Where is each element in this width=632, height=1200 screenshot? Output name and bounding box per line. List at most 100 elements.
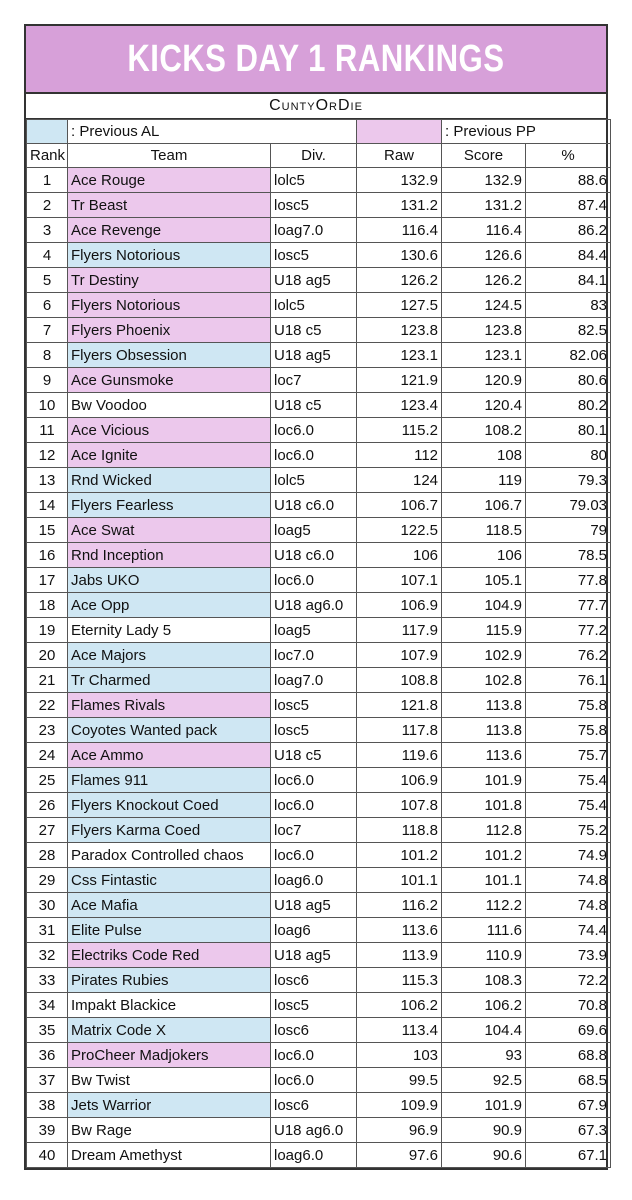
score-cell: 123.8 [441,317,527,343]
team-cell: Flames Rivals [67,692,271,718]
division-cell: loc6.0 [269,442,358,468]
table-row: 18 Ace Opp U18 ag6.0 106.9 104.9 77.7 [26,592,612,618]
rank-cell: 11 [26,417,68,443]
percent-cell: 68.5 [525,1067,612,1093]
table-row: 27 Flyers Karma Coed loc7 118.8 112.8 75.2 [26,817,612,843]
score-cell: 108 [441,442,527,468]
team-cell: Tr Beast [67,192,271,218]
division-cell: loc6.0 [269,1042,358,1068]
percent-cell: 87.4 [525,192,612,218]
raw-cell: 113.4 [356,1017,443,1043]
rank-cell: 6 [26,292,68,318]
percent-cell: 75.4 [525,792,612,818]
table-row: 21 Tr Charmed loag7.0 108.8 102.8 76.1 [26,667,612,693]
raw-cell: 112 [356,442,443,468]
table-row: 15 Ace Swat loag5 122.5 118.5 79 [26,517,612,543]
team-cell: Flyers Notorious [67,292,271,318]
division-cell: loc6.0 [269,1067,358,1093]
table-row: 1 Ace Rouge lolc5 132.9 132.9 88.6 [26,167,612,193]
score-cell: 106 [441,542,527,568]
rank-cell: 18 [26,592,68,618]
percent-cell: 88.6 [525,167,612,193]
raw-cell: 107.9 [356,642,443,668]
percent-cell: 75.8 [525,692,612,718]
raw-cell: 122.5 [356,517,443,543]
team-cell: Ace Opp [67,592,271,618]
team-cell: Dream Amethyst [67,1142,271,1168]
score-cell: 104.4 [441,1017,527,1043]
division-cell: loc6.0 [269,767,358,793]
division-cell: lolc5 [269,292,358,318]
division-cell: loc6.0 [269,567,358,593]
rank-cell: 17 [26,567,68,593]
raw-cell: 123.1 [356,342,443,368]
team-cell: Impakt Blackice [67,992,271,1018]
raw-cell: 106.9 [356,592,443,618]
rank-cell: 2 [26,192,68,218]
team-cell: Paradox Controlled chaos [67,842,271,868]
rank-cell: 34 [26,992,68,1018]
team-cell: Ace Majors [67,642,271,668]
table-row: 4 Flyers Notorious losc5 130.6 126.6 84.4 [26,242,612,268]
rank-cell: 24 [26,742,68,768]
score-cell: 93 [441,1042,527,1068]
team-cell: Bw Voodoo [67,392,271,418]
team-cell: Eternity Lady 5 [67,617,271,643]
team-cell: Ace Swat [67,517,271,543]
score-cell: 110.9 [441,942,527,968]
column-header-pct: % [525,143,612,168]
percent-cell: 75.2 [525,817,612,843]
team-cell: Ace Mafia [67,892,271,918]
percent-cell: 78.5 [525,542,612,568]
table-row: 26 Flyers Knockout Coed loc6.0 107.8 101.8 75… [26,792,612,818]
raw-cell: 106 [356,542,443,568]
team-cell: ProCheer Madjokers [67,1042,271,1068]
table-row: 39 Bw Rage U18 ag6.0 96.9 90.9 67.3 [26,1117,612,1143]
raw-cell: 106.2 [356,992,443,1018]
score-cell: 101.9 [441,767,527,793]
rank-cell: 15 [26,517,68,543]
division-cell: U18 c5 [269,742,358,768]
table-row: 16 Rnd Inception U18 c6.0 106 106 78.5 [26,542,612,568]
table-row: 6 Flyers Notorious lolc5 127.5 124.5 83 [26,292,612,318]
team-cell: Tr Destiny [67,267,271,293]
table-row: 23 Coyotes Wanted pack losc5 117.8 113.8 75.8 [26,717,612,743]
division-cell: U18 c5 [269,317,358,343]
rank-cell: 3 [26,217,68,243]
raw-cell: 118.8 [356,817,443,843]
percent-cell: 74.4 [525,917,612,943]
column-header-rank: Rank [26,143,68,168]
percent-cell: 76.2 [525,642,612,668]
raw-cell: 116.2 [356,892,443,918]
raw-cell: 106.9 [356,767,443,793]
rank-cell: 31 [26,917,68,943]
division-cell: U18 c5 [269,392,358,418]
score-cell: 120.4 [441,392,527,418]
raw-cell: 115.2 [356,417,443,443]
score-cell: 112.8 [441,817,527,843]
division-cell: losc5 [269,717,358,743]
division-cell: loc6.0 [269,842,358,868]
score-cell: 126.2 [441,267,527,293]
rank-cell: 16 [26,542,68,568]
legend-al-label: : Previous AL [66,119,358,144]
column-header-team: Team [67,143,271,168]
score-cell: 119 [441,467,527,493]
percent-cell: 77.7 [525,592,612,618]
score-cell: 108.2 [441,417,527,443]
percent-cell: 74.8 [525,892,612,918]
team-cell: Ace Rouge [67,167,271,193]
percent-cell: 67.9 [525,1092,612,1118]
page-title-text: KICKS DAY 1 RANKINGS [127,37,505,80]
team-cell: Coyotes Wanted pack [67,717,271,743]
legend-pp-swatch [356,119,443,144]
division-cell: loag7.0 [269,667,358,693]
division-cell: U18 ag6.0 [269,1117,358,1143]
rank-cell: 32 [26,942,68,968]
score-cell: 112.2 [441,892,527,918]
rankings-table: : Previous AL : Previous PP Rank Team Di… [26,119,612,1168]
percent-cell: 67.1 [525,1142,612,1168]
division-cell: loc7 [269,367,358,393]
percent-cell: 84.4 [525,242,612,268]
division-cell: loc7 [269,817,358,843]
